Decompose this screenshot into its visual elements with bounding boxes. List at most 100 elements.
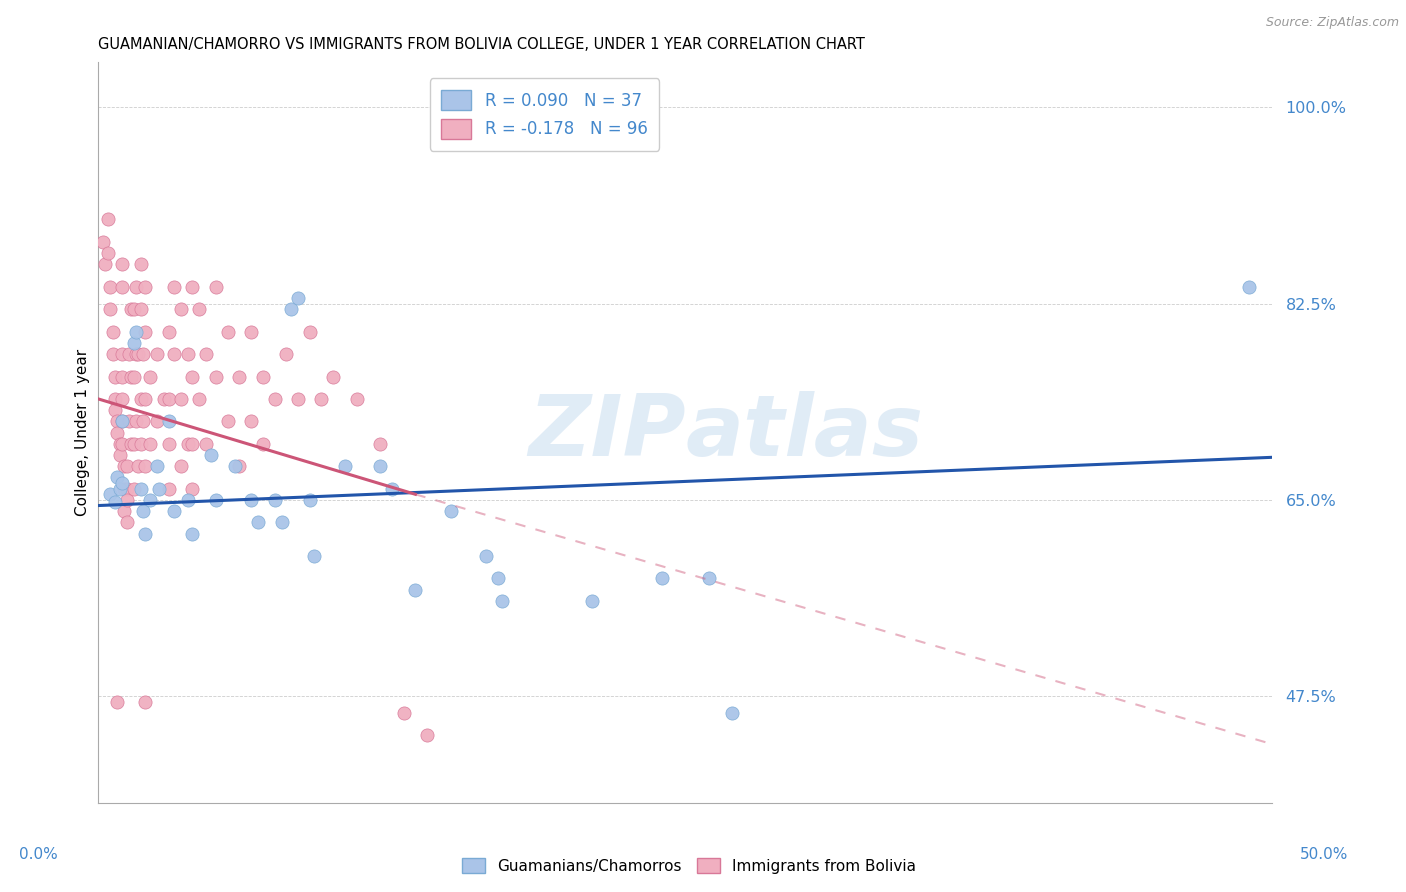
Point xyxy=(132,504,155,518)
Point xyxy=(188,302,211,317)
Point xyxy=(105,414,128,428)
Point xyxy=(176,437,198,451)
Point xyxy=(127,459,149,474)
Point xyxy=(404,582,426,597)
Point xyxy=(169,459,191,474)
Point xyxy=(120,302,142,317)
Point xyxy=(94,257,117,271)
Point xyxy=(240,325,263,339)
Point xyxy=(104,495,127,509)
Point xyxy=(153,392,176,406)
Point xyxy=(263,392,285,406)
Point xyxy=(162,347,184,361)
Point xyxy=(146,347,169,361)
Point xyxy=(104,392,127,406)
Point xyxy=(157,392,180,406)
Point xyxy=(91,235,114,249)
Point xyxy=(108,437,131,451)
Point xyxy=(195,347,218,361)
Point xyxy=(129,392,152,406)
Point xyxy=(491,594,513,608)
Point xyxy=(322,369,344,384)
Point xyxy=(97,246,120,260)
Point xyxy=(122,437,145,451)
Point xyxy=(105,695,128,709)
Point xyxy=(224,459,246,474)
Point xyxy=(298,492,321,507)
Point xyxy=(181,369,204,384)
Point xyxy=(240,492,263,507)
Point xyxy=(111,476,134,491)
Point xyxy=(181,526,204,541)
Point xyxy=(125,347,148,361)
Point xyxy=(122,335,145,350)
Point xyxy=(111,414,134,428)
Point xyxy=(304,549,326,563)
Point xyxy=(98,487,121,501)
Point xyxy=(132,414,155,428)
Point xyxy=(195,437,218,451)
Point xyxy=(134,325,156,339)
Point xyxy=(157,325,180,339)
Point xyxy=(125,414,148,428)
Point xyxy=(146,459,169,474)
Point xyxy=(98,280,121,294)
Point xyxy=(111,369,134,384)
Point xyxy=(263,492,285,507)
Point xyxy=(115,516,138,530)
Point xyxy=(120,369,142,384)
Text: 0.0%: 0.0% xyxy=(18,847,58,863)
Point xyxy=(157,482,180,496)
Point xyxy=(240,414,263,428)
Text: Source: ZipAtlas.com: Source: ZipAtlas.com xyxy=(1265,16,1399,29)
Point xyxy=(381,482,404,496)
Point xyxy=(368,459,391,474)
Point xyxy=(134,280,156,294)
Point xyxy=(120,437,142,451)
Point xyxy=(205,369,228,384)
Point xyxy=(134,392,156,406)
Point xyxy=(127,347,149,361)
Point xyxy=(298,325,321,339)
Point xyxy=(122,482,145,496)
Point xyxy=(176,492,198,507)
Point xyxy=(252,369,274,384)
Point xyxy=(134,459,156,474)
Point xyxy=(129,302,152,317)
Point xyxy=(108,448,131,462)
Point xyxy=(129,482,152,496)
Point xyxy=(176,347,198,361)
Point xyxy=(134,695,156,709)
Point xyxy=(122,369,145,384)
Point xyxy=(111,392,134,406)
Point xyxy=(146,414,169,428)
Point xyxy=(101,347,124,361)
Point xyxy=(200,448,222,462)
Point xyxy=(697,571,720,585)
Point xyxy=(112,482,135,496)
Point xyxy=(287,392,309,406)
Point xyxy=(105,470,128,484)
Point xyxy=(1237,280,1260,294)
Point xyxy=(125,325,148,339)
Point xyxy=(157,414,180,428)
Point xyxy=(129,257,152,271)
Point xyxy=(125,280,148,294)
Point xyxy=(122,302,145,317)
Point xyxy=(217,325,239,339)
Point xyxy=(111,414,134,428)
Point xyxy=(368,437,391,451)
Point xyxy=(346,392,368,406)
Point xyxy=(108,482,131,496)
Point xyxy=(169,302,191,317)
Point xyxy=(721,706,744,720)
Point xyxy=(270,516,292,530)
Point xyxy=(287,291,309,305)
Point xyxy=(115,459,138,474)
Point xyxy=(205,492,228,507)
Point xyxy=(188,392,211,406)
Point xyxy=(276,347,298,361)
Point xyxy=(112,459,135,474)
Point xyxy=(139,369,162,384)
Point xyxy=(228,369,250,384)
